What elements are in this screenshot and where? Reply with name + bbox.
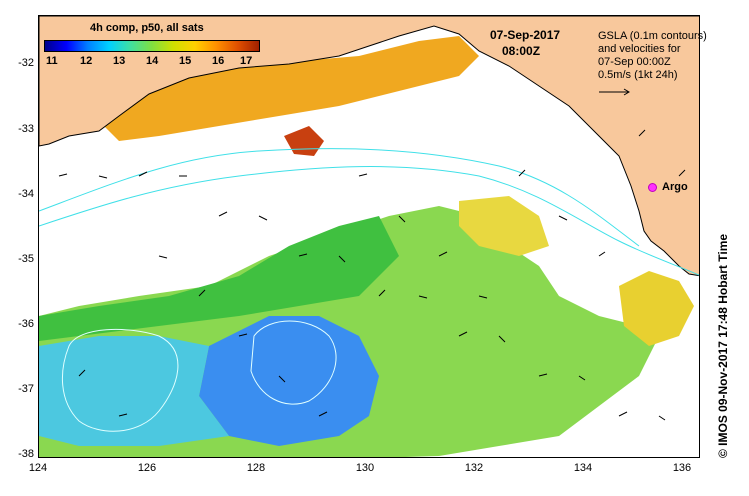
sst-cool-cyan — [39, 336, 229, 446]
legend-title: 4h comp, p50, all sats — [90, 22, 204, 34]
x-tick: 126 — [137, 462, 157, 474]
y-tick: -38 — [18, 448, 34, 460]
contour-loop — [61, 329, 179, 432]
y-tick: -37 — [18, 383, 34, 395]
colorbar — [44, 40, 260, 52]
y-tick: -34 — [18, 188, 34, 200]
colorbar-label: 14 — [146, 55, 159, 67]
sst-cold-blue — [199, 316, 379, 446]
colorbar-label: 13 — [113, 55, 126, 67]
land-mass — [39, 16, 699, 277]
colorbar-label: 12 — [80, 55, 93, 67]
gsla-note-line: and velocities for — [598, 43, 681, 55]
argo-label: Argo — [662, 181, 688, 193]
y-tick: -35 — [18, 253, 34, 265]
colorbar-label: 15 — [179, 55, 192, 67]
sst-yellow-patch — [459, 196, 549, 256]
colorbar-label: 11 — [46, 55, 58, 67]
gsla-note-line: 07-Sep 00:00Z — [598, 56, 671, 68]
map-date: 07-Sep-2017 — [490, 28, 561, 42]
x-tick: 134 — [573, 462, 593, 474]
map-time: 08:00Z — [502, 44, 541, 58]
x-tick: 128 — [246, 462, 266, 474]
map-frame — [38, 15, 700, 458]
sst-green-band — [39, 216, 399, 341]
credit-text: © IMOS 09-Nov-2017 17:48 Hobart Time — [716, 233, 730, 458]
x-tick: 132 — [464, 462, 484, 474]
x-tick: 124 — [28, 462, 48, 474]
contour-line — [39, 166, 699, 276]
sst-map — [39, 16, 699, 457]
contour-loop — [250, 320, 337, 405]
gsla-note-line: GSLA (0.1m contours) — [598, 30, 707, 42]
contour-line — [39, 148, 640, 247]
colorbar-label: 16 — [212, 55, 225, 67]
argo-marker-icon — [648, 183, 657, 192]
velocity-arrows — [58, 129, 686, 421]
sst-coastal-orange — [99, 36, 479, 141]
y-tick: -32 — [18, 57, 34, 69]
y-tick: -33 — [18, 123, 34, 135]
colorbar-label: 17 — [240, 55, 253, 67]
sst-gulf-patch — [619, 271, 694, 346]
y-tick: -36 — [18, 318, 34, 330]
gsla-note-line: 0.5m/s (1kt 24h) — [598, 69, 678, 81]
x-tick: 136 — [672, 462, 692, 474]
x-tick: 130 — [355, 462, 375, 474]
